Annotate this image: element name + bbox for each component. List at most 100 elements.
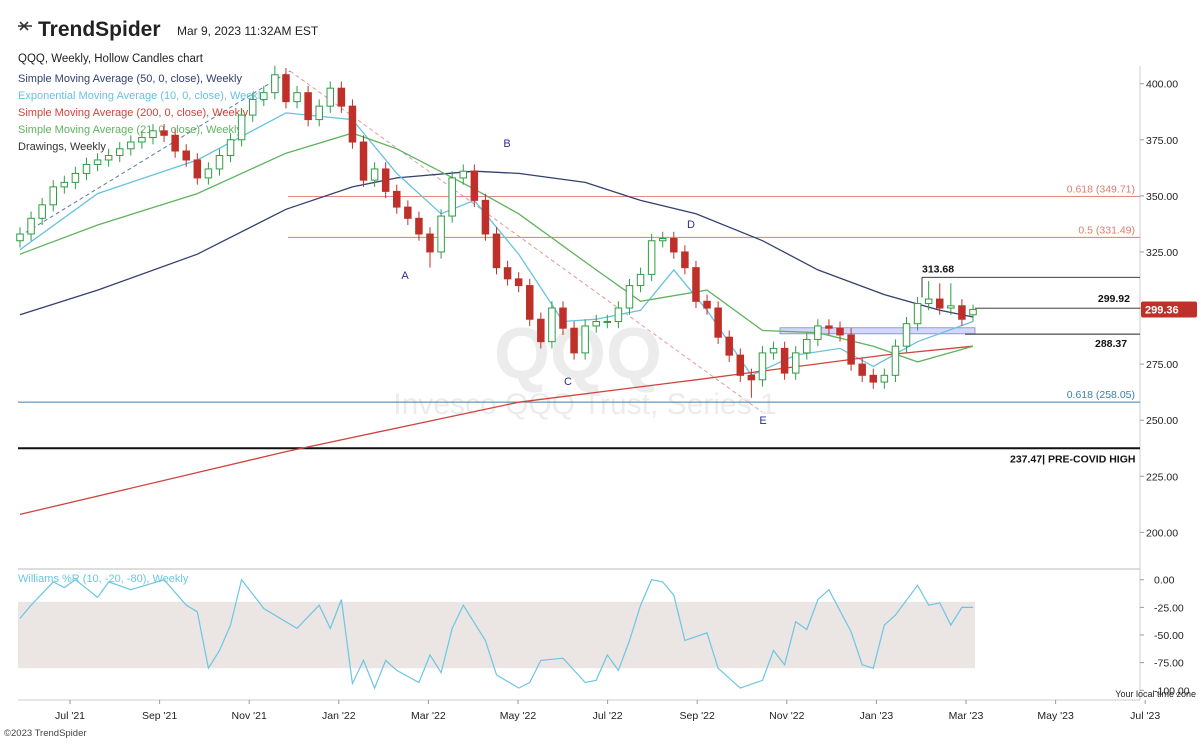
candle-body [836,327,844,336]
y-tick-label: 350.00 [1146,191,1178,203]
x-tick-label: Jul '21 [55,710,85,722]
candle-body [348,105,357,143]
candle-body [171,134,179,152]
candle-body [692,267,700,302]
candle-body [880,374,889,383]
x-tick-label: Jul '23 [1130,710,1160,722]
x-tick-label: Mar '23 [949,710,984,722]
candle-body [16,233,24,242]
chart-title: QQQ, Weekly, Hollow Candles chart [18,53,204,65]
legend-entry: Simple Moving Average (200, 0, close), W… [18,107,249,119]
candle-body [381,168,390,192]
candle-body [825,325,833,329]
legend-entry: Simple Moving Average (21, 0, close), We… [18,124,242,136]
y-tick-label: 200.00 [1146,527,1178,539]
x-tick-label: Sep '22 [680,710,715,722]
moving-average [19,112,974,377]
wave-label: B [503,138,510,150]
candle-body [49,186,57,206]
legend-entry: Drawings, Weekly [18,141,106,153]
candle-body [359,141,368,181]
candle-body [592,320,600,327]
level-label: 0.618 (258.05) [1067,389,1135,401]
y-tick-label: 225.00 [1146,471,1178,483]
candle-body [215,154,224,170]
candle-body [548,307,556,343]
level-label: 237.47| PRE-COVID HIGH [1010,453,1135,465]
x-tick-label: Nov '22 [769,710,804,722]
wave-label: A [401,270,409,282]
footer: ©2023 TrendSpider [4,728,87,739]
legend-entry: Simple Moving Average (50, 0, close), We… [18,73,242,85]
candle-body [104,154,113,161]
candle-body [326,87,335,107]
candle-body [958,305,966,320]
candle-body [248,98,257,116]
candle-body [503,267,512,280]
y-tick-label: 250.00 [1146,415,1178,427]
candle-body [869,374,878,383]
y-tick-label: 0.00 [1154,575,1175,587]
y-tick-label: -100.00 [1154,685,1190,697]
candle-body [260,92,268,100]
candle-body [404,206,412,219]
candle-body [160,130,168,136]
y-tick-label: -50.00 [1154,630,1184,642]
y-tick-label: 400.00 [1146,79,1178,91]
timestamp: Mar 9, 2023 11:32AM EST [177,24,319,38]
candle-body [337,87,346,107]
candle-body [138,137,146,143]
candle-body [924,298,933,305]
candle-body [60,181,69,188]
moving-average [19,170,974,318]
candle-body [902,323,911,347]
candle-body [293,92,301,103]
x-tick-label: Jan '23 [860,710,894,722]
indicator-title: Williams %R (10, -20, -80), Weekly [18,573,189,585]
candle-body [204,168,213,179]
y-tick-label: 275.00 [1146,359,1178,371]
candle-body [814,325,822,340]
candle-body [115,148,124,156]
williams-r-line [19,578,973,690]
candle-body [426,233,434,253]
candle-body [847,334,855,365]
brand: TrendSpider [38,18,161,41]
logo-icon [18,21,32,31]
y-tick-label: -25.00 [1154,602,1184,614]
watermark: QQQ [494,314,662,394]
y-tick-label: 375.00 [1146,135,1178,147]
candle-body [913,303,922,325]
candle-body [658,237,667,242]
candle-body [437,215,445,253]
candle-body [448,177,456,217]
candle-body [891,345,900,376]
candle-body [581,325,589,354]
x-tick-label: May '23 [1037,710,1074,722]
level-label: 288.37 [1095,338,1127,350]
price-tag-label: 299.36 [1145,304,1179,316]
candle-body [237,114,246,141]
candle-body [82,163,91,174]
x-tick-label: Mar '22 [411,710,446,722]
candle-body [758,352,767,381]
candle-body [681,251,689,269]
x-tick-label: Sep '21 [142,710,177,722]
candle-body [747,374,756,381]
indicator-band [18,601,975,669]
candle-body [570,327,578,354]
candle-body [858,363,866,376]
candle-body [127,141,135,150]
candle-body [614,307,623,322]
x-tick-label: Jan '22 [322,710,356,722]
candle-body [603,320,612,323]
level-label: 313.68 [922,263,954,275]
candle-body [559,307,567,329]
candle-body [525,285,534,320]
x-tick-label: Jul '22 [593,710,623,722]
candle-body [514,278,523,287]
candle-body [149,130,157,139]
candle-body [791,352,800,374]
candle-body [780,347,789,374]
